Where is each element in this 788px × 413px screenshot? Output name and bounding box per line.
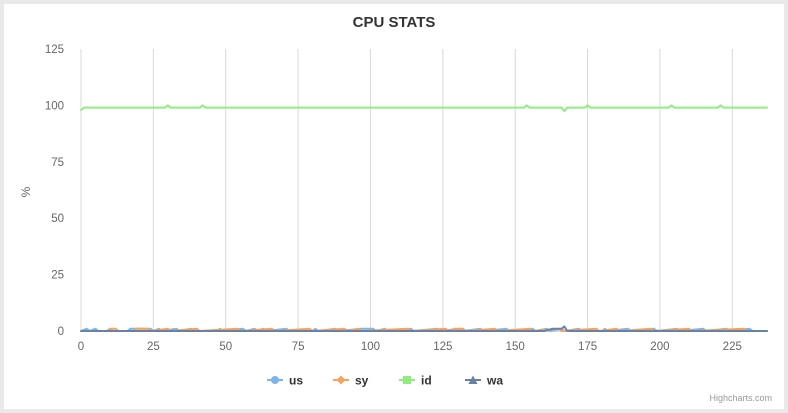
legend-label: sy (355, 374, 369, 388)
x-tick-label: 225 (723, 341, 742, 353)
legend-item-wa[interactable]: wa (465, 374, 503, 388)
legend-item-us[interactable]: us (267, 374, 303, 388)
x-tick-label: 75 (292, 341, 305, 353)
x-tick-label: 0 (78, 341, 84, 353)
y-tick-label: 0 (58, 326, 64, 338)
legend-marker-triangle (468, 375, 478, 384)
y-tick-label: 125 (45, 44, 64, 56)
series-line-id[interactable] (80, 104, 768, 113)
x-tick-label: 50 (219, 341, 232, 353)
credits-text[interactable]: Highcharts.com (709, 393, 772, 403)
legend-label: id (421, 374, 432, 388)
legend-item-sy[interactable]: sy (333, 374, 369, 388)
x-tick-label: 200 (650, 341, 669, 353)
chart-title: CPU STATS (353, 14, 436, 31)
x-tick-label: 100 (361, 341, 380, 353)
legend-label: wa (486, 374, 503, 388)
legend-marker-circle (271, 376, 279, 384)
y-tick-label: 50 (51, 213, 64, 225)
series-line-wa[interactable] (80, 325, 768, 332)
cpu-stats-chart: CPU STATS 0 25 50 75 100 125 150 175 200 225 0 25 50… (19, 14, 772, 403)
chart-container: CPU STATS 0 25 50 75 100 125 150 175 200 225 0 25 50… (4, 4, 784, 409)
y-axis-label: % (19, 186, 33, 197)
legend-label: us (289, 374, 303, 388)
x-tick-label: 175 (578, 341, 597, 353)
x-tick-label: 150 (506, 341, 525, 353)
y-tick-label: 100 (45, 100, 64, 112)
x-tick-label: 125 (433, 341, 452, 353)
y-tick-label: 75 (51, 157, 64, 169)
y-tick-label: 25 (51, 270, 64, 282)
legend-marker-square (403, 376, 411, 384)
legend-item-id[interactable]: id (399, 374, 432, 388)
legend-marker-diamond (336, 375, 346, 385)
x-tick-label: 25 (147, 341, 160, 353)
